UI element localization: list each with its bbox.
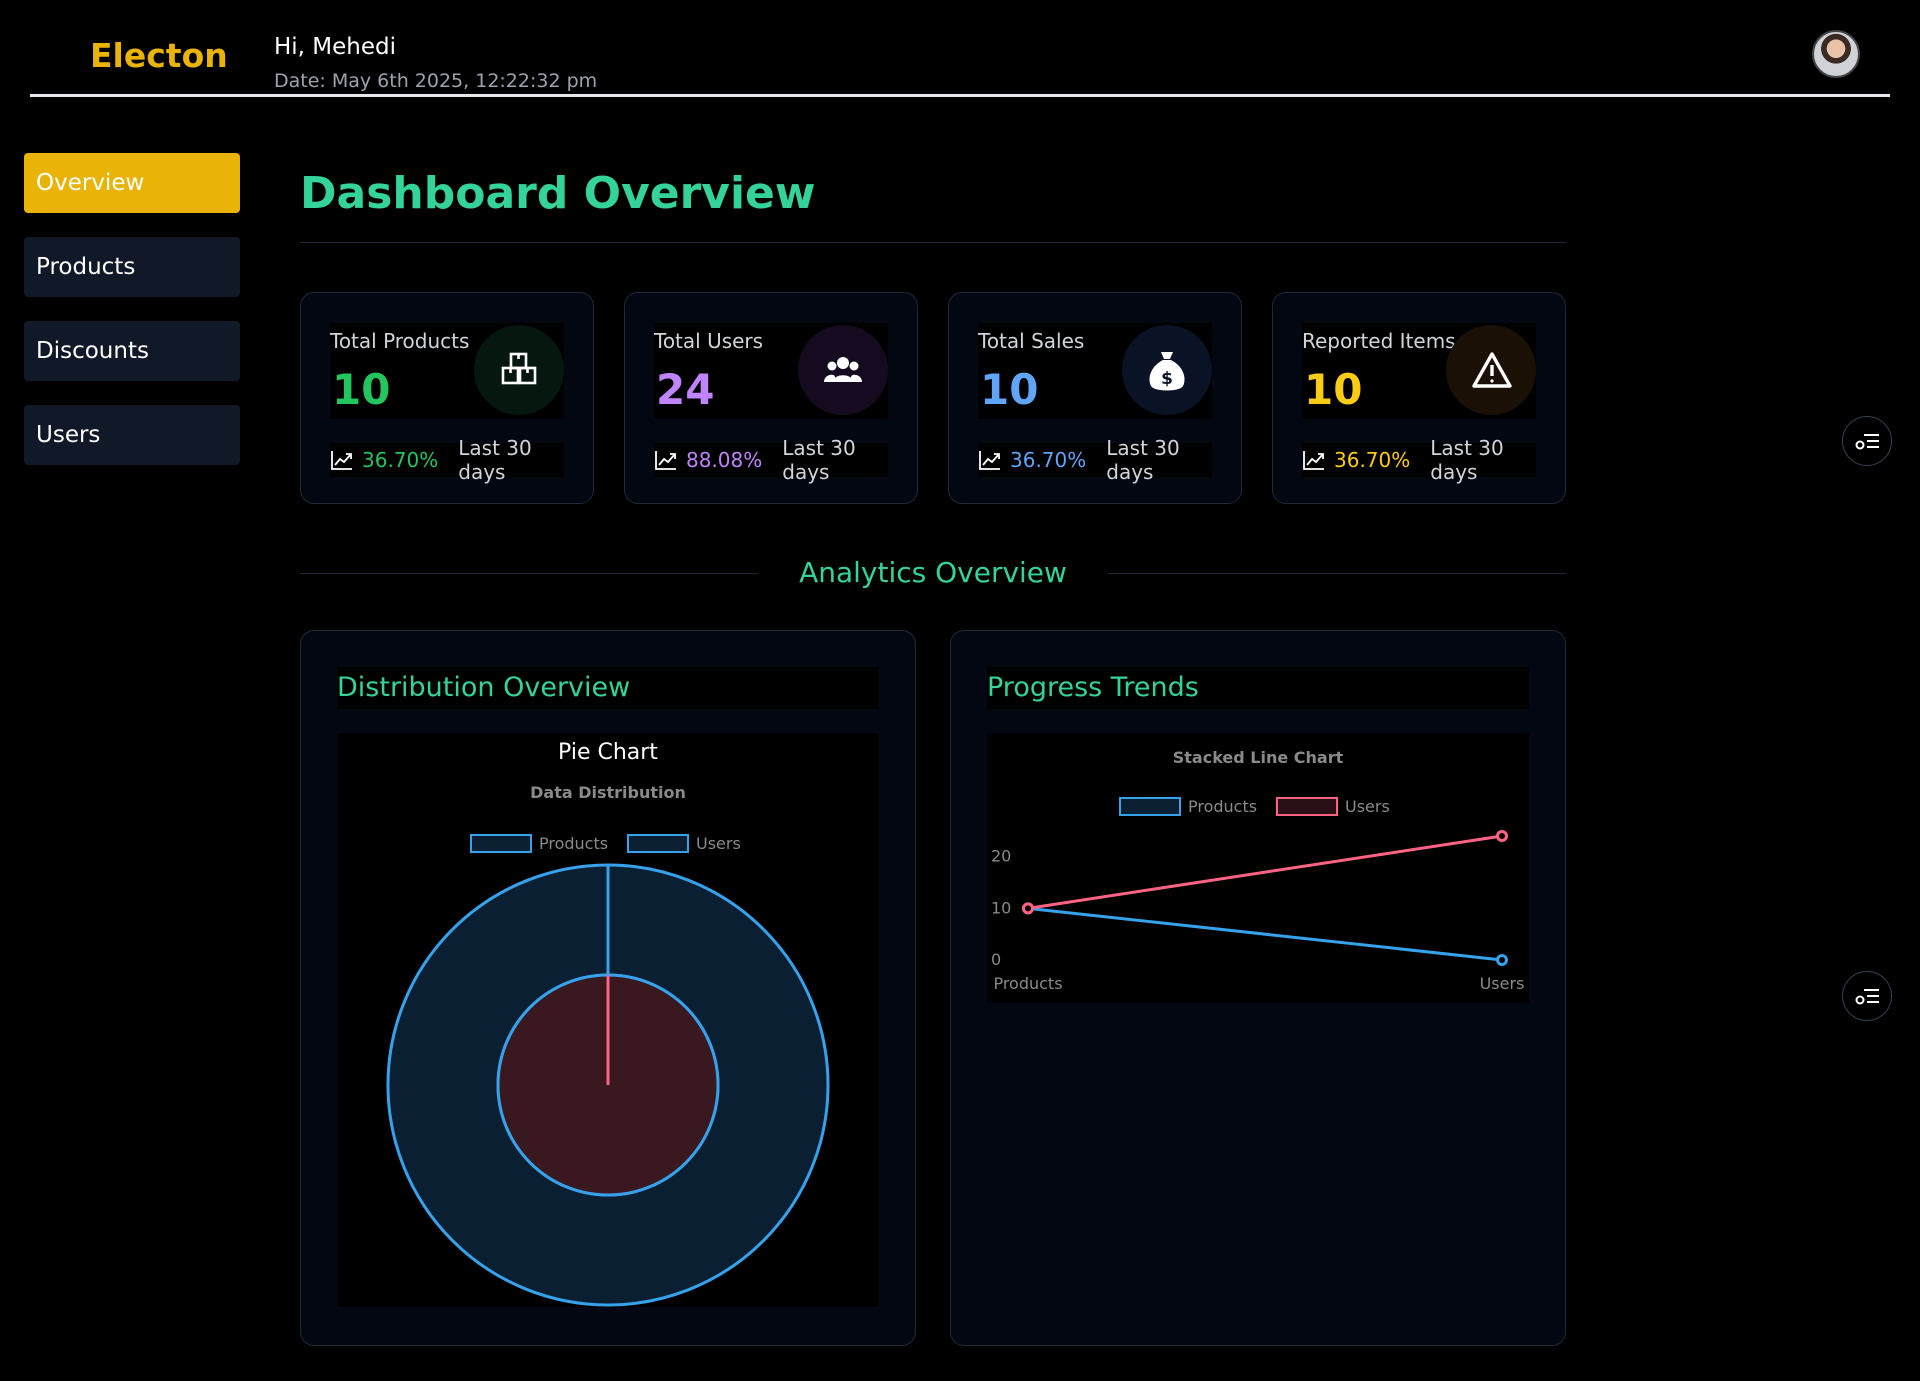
current-date: Date: May 6th 2025, 12:22:32 pm xyxy=(274,70,598,92)
stat-period: Last 30 days xyxy=(1430,436,1504,484)
legend-swatch-users[interactable] xyxy=(1276,797,1338,816)
y-tick-label: 20 xyxy=(991,847,1011,866)
trend-up-icon xyxy=(978,449,1002,471)
line-point-products[interactable] xyxy=(1496,954,1508,966)
line-point-users[interactable] xyxy=(1496,830,1508,842)
sidebar-item-discounts[interactable]: Discounts xyxy=(24,321,240,381)
legend-label-products[interactable]: Products xyxy=(539,834,608,853)
stat-value: 24 xyxy=(656,365,715,414)
stat-period: Last 30 days xyxy=(782,436,856,484)
sidebar-item-label: Discounts xyxy=(36,338,149,364)
panel-title: Distribution Overview xyxy=(337,667,879,709)
box-icon xyxy=(501,352,537,385)
stat-card-users: Total Users 24 88.08% Last 30 days xyxy=(624,292,918,504)
line-chart-container: Stacked Line Chart Products Users 0 10 20 P… xyxy=(987,733,1529,1003)
settings-toggle-button-2[interactable] xyxy=(1842,971,1892,1021)
line-series-products xyxy=(1027,906,1503,962)
user-avatar[interactable] xyxy=(1812,30,1860,78)
analytics-divider-left xyxy=(300,573,758,574)
brand-logo[interactable]: Electon xyxy=(90,36,228,75)
stat-period: Last 30 days xyxy=(1106,436,1180,484)
legend-label-users[interactable]: Users xyxy=(1345,797,1390,816)
user-greeting: Hi, Mehedi xyxy=(274,34,397,60)
line-series-users xyxy=(1027,834,1503,910)
stat-card-sales: Total Sales 10 $ 36.70% Last 30 days xyxy=(948,292,1242,504)
analytics-title: Analytics Overview xyxy=(799,556,1067,589)
trend-up-icon xyxy=(330,449,354,471)
header-divider xyxy=(30,94,1890,97)
filter-settings-icon xyxy=(1855,989,1879,1005)
chart-title: Stacked Line Chart xyxy=(1173,748,1344,767)
trend-up-icon xyxy=(1302,449,1326,471)
pie-chart-container: Pie Chart Data Distribution Products Use… xyxy=(337,733,879,1307)
legend-label-users[interactable]: Users xyxy=(696,834,741,853)
y-tick-label: 0 xyxy=(991,950,1001,969)
money-bag-icon: $ xyxy=(1149,352,1185,391)
stat-value: 10 xyxy=(1304,365,1363,414)
stat-value: 10 xyxy=(980,365,1039,414)
stat-label: Total Sales xyxy=(978,329,1085,353)
stat-change: 36.70% xyxy=(362,448,439,472)
warning-icon xyxy=(1472,352,1512,388)
stat-card-reported: Reported Items 10 36.70% Last 30 days xyxy=(1272,292,1566,504)
legend-swatch-products[interactable] xyxy=(1119,797,1181,816)
stat-label: Total Products xyxy=(330,329,470,353)
users-icon xyxy=(824,357,862,382)
progress-panel: Progress Trends Stacked Line Chart Produ… xyxy=(950,630,1566,1346)
svg-text:$: $ xyxy=(1161,369,1173,389)
page-title: Dashboard Overview xyxy=(300,168,816,219)
sidebar-item-label: Overview xyxy=(36,170,145,196)
panel-title: Progress Trends xyxy=(987,667,1529,709)
legend-swatch-users[interactable] xyxy=(627,834,689,853)
line-point-users[interactable] xyxy=(1022,902,1034,915)
settings-toggle-button[interactable] xyxy=(1842,416,1892,466)
x-tick-label: Products xyxy=(993,974,1062,993)
pie-chart: Pie Chart Data Distribution Products Use… xyxy=(386,740,830,1307)
stat-card-products: Total Products 10 36.70% Last 30 days xyxy=(300,292,594,504)
stat-change: 36.70% xyxy=(1010,448,1087,472)
analytics-divider-right xyxy=(1108,573,1566,574)
legend-label-products[interactable]: Products xyxy=(1188,797,1257,816)
y-tick-label: 10 xyxy=(991,898,1011,917)
stat-period: Last 30 days xyxy=(458,436,532,484)
chart-title: Data Distribution xyxy=(530,783,686,802)
x-tick-label: Users xyxy=(1480,974,1525,993)
stat-label: Total Users xyxy=(654,329,764,353)
title-divider xyxy=(300,242,1566,243)
chart-heading: Pie Chart xyxy=(558,740,658,765)
line-chart: Stacked Line Chart Products Users 0 10 20 P… xyxy=(991,748,1525,993)
sidebar-item-overview[interactable]: Overview xyxy=(24,153,240,213)
filter-settings-icon xyxy=(1855,434,1879,450)
stat-change: 36.70% xyxy=(1334,448,1411,472)
stat-value: 10 xyxy=(332,365,391,414)
sidebar-item-label: Users xyxy=(36,422,101,448)
sidebar-item-users[interactable]: Users xyxy=(24,405,240,465)
stat-label: Reported Items xyxy=(1302,329,1456,353)
sidebar-item-label: Products xyxy=(36,254,136,280)
legend-swatch-products[interactable] xyxy=(470,834,532,853)
sidebar-item-products[interactable]: Products xyxy=(24,237,240,297)
stat-change: 88.08% xyxy=(686,448,763,472)
distribution-panel: Distribution Overview Pie Chart Data Dis… xyxy=(300,630,916,1346)
trend-up-icon xyxy=(654,449,678,471)
